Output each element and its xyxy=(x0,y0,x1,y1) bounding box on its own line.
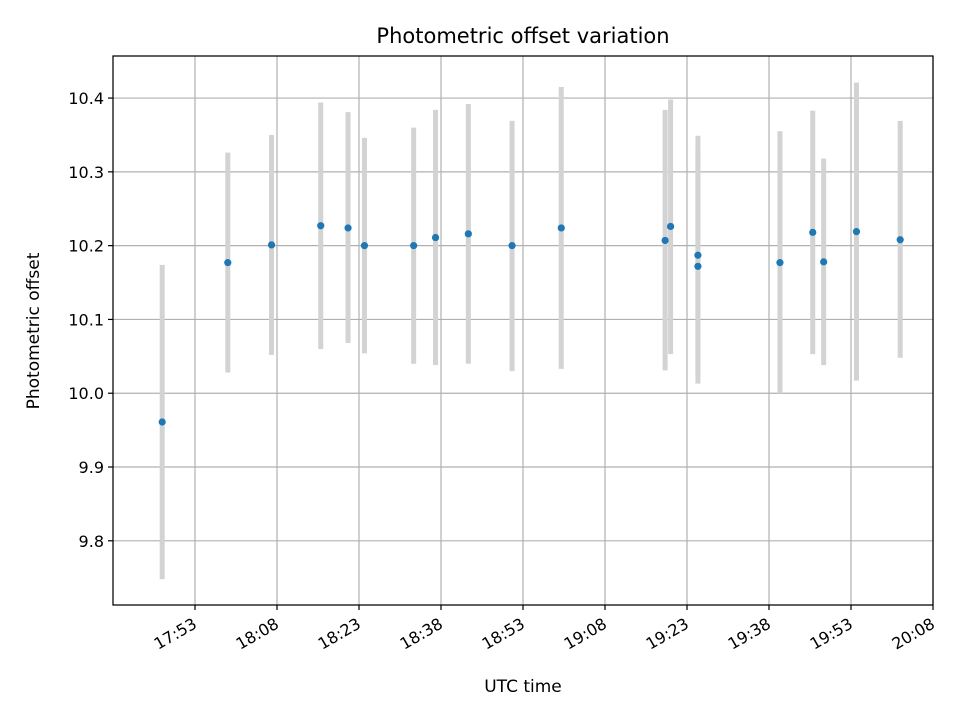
data-point xyxy=(694,262,702,270)
data-point xyxy=(360,242,369,250)
y-tick-label: 10.1 xyxy=(68,310,104,329)
data-point xyxy=(508,242,516,250)
data-point xyxy=(896,236,904,244)
data-point xyxy=(464,230,472,238)
data-point xyxy=(557,224,565,232)
data-point xyxy=(344,224,352,232)
data-point xyxy=(410,242,418,250)
data-point xyxy=(224,259,232,267)
data-point xyxy=(776,259,784,267)
y-tick-label: 10.0 xyxy=(68,384,104,403)
chart-title: Photometric offset variation xyxy=(376,24,669,48)
data-point xyxy=(852,228,861,236)
data-point xyxy=(694,251,702,259)
data-point xyxy=(820,258,828,266)
x-axis-label: UTC time xyxy=(484,677,562,697)
y-tick-label: 10.3 xyxy=(68,163,104,182)
y-tick-label: 10.2 xyxy=(68,237,104,256)
grid xyxy=(113,56,934,605)
data-points xyxy=(158,222,904,426)
data-point xyxy=(158,418,166,426)
y-axis-label: Photometric offset xyxy=(24,252,44,409)
y-tick-label: 9.8 xyxy=(79,532,104,551)
data-point xyxy=(667,222,675,231)
data-point xyxy=(809,228,817,236)
y-tick-label: 10.4 xyxy=(68,89,104,108)
data-point xyxy=(267,241,276,249)
data-point xyxy=(317,222,325,230)
y-tick-label: 9.9 xyxy=(79,458,104,477)
data-point xyxy=(431,233,440,242)
data-point xyxy=(661,236,669,245)
